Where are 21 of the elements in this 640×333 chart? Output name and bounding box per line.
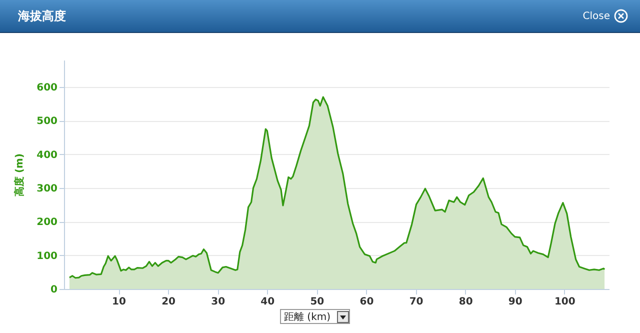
x-tick-label: 100 [554,296,576,308]
y-tick-label: 200 [36,217,58,228]
y-tick-label: 600 [36,82,58,94]
x-tick-label: 20 [162,296,176,308]
x-tick-label: 70 [409,296,424,308]
y-tick-label: 300 [36,183,58,194]
y-axis-title: 高度 (m) [14,153,26,197]
x-tick-label: 80 [458,296,473,308]
y-tick-label: 500 [36,116,58,128]
x-tick-label: 50 [310,296,324,308]
x-tick-label: 60 [360,296,374,308]
x-tick-label: 90 [508,296,522,308]
x-axis-title: 距離 (km) [284,310,331,324]
x-tick-label: 10 [112,296,126,308]
y-tick-label: 100 [36,250,58,262]
y-tick-label: 400 [36,150,58,161]
y-tick-label: 0 [50,284,58,296]
chart-title: 海拔高度 [18,8,66,25]
text: Close [582,10,610,22]
x-tick-label: 40 [260,296,275,308]
x-tick-label: 30 [211,296,226,308]
